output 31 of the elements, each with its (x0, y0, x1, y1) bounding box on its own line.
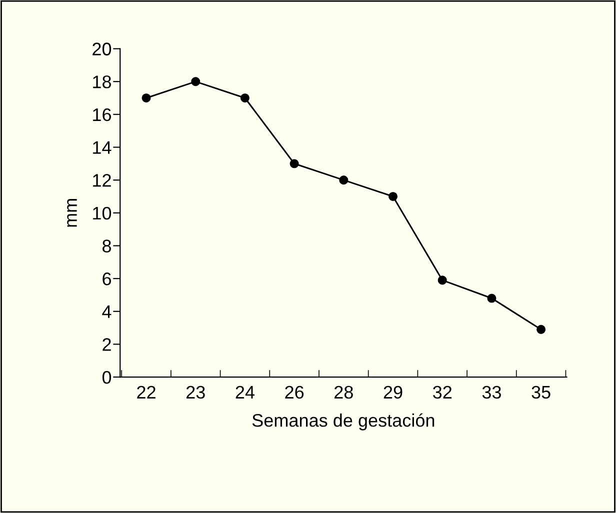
y-tick-label: 2 (102, 338, 111, 351)
x-tick-label: 35 (532, 386, 550, 399)
x-tick-label: 22 (137, 386, 156, 398)
y-tick-label: 10 (93, 206, 112, 220)
x-tick-label: 29 (384, 386, 402, 399)
y-tick-label: 12 (93, 174, 111, 187)
point (290, 159, 299, 168)
point (339, 176, 348, 185)
point (240, 93, 250, 102)
x-tick-label: 26 (285, 386, 304, 399)
y-tick-label: 6 (102, 272, 111, 286)
y-tick-label: 8 (102, 240, 111, 252)
point (487, 294, 496, 303)
point (142, 93, 151, 102)
y-tick-label: 14 (93, 141, 112, 154)
x-tick-label: 28 (334, 386, 353, 399)
x-tick-label: 23 (186, 386, 205, 399)
y-tick-label: 16 (93, 108, 111, 122)
point (536, 324, 546, 334)
y-tick-label: 4 (102, 306, 112, 318)
y-tick-label: 20 (92, 42, 112, 56)
x-tick-label: 32 (433, 386, 452, 399)
y-tick-label: 0 (102, 370, 112, 384)
x-tick-label: 24 (236, 386, 254, 398)
point (191, 77, 200, 86)
x-axis-title: Semanas de gestación (252, 413, 434, 430)
y-tick-label: 18 (93, 76, 112, 88)
point (388, 192, 398, 201)
point (438, 276, 447, 285)
y-axis-title: mm (67, 199, 77, 227)
x-tick-label: 33 (482, 386, 501, 399)
